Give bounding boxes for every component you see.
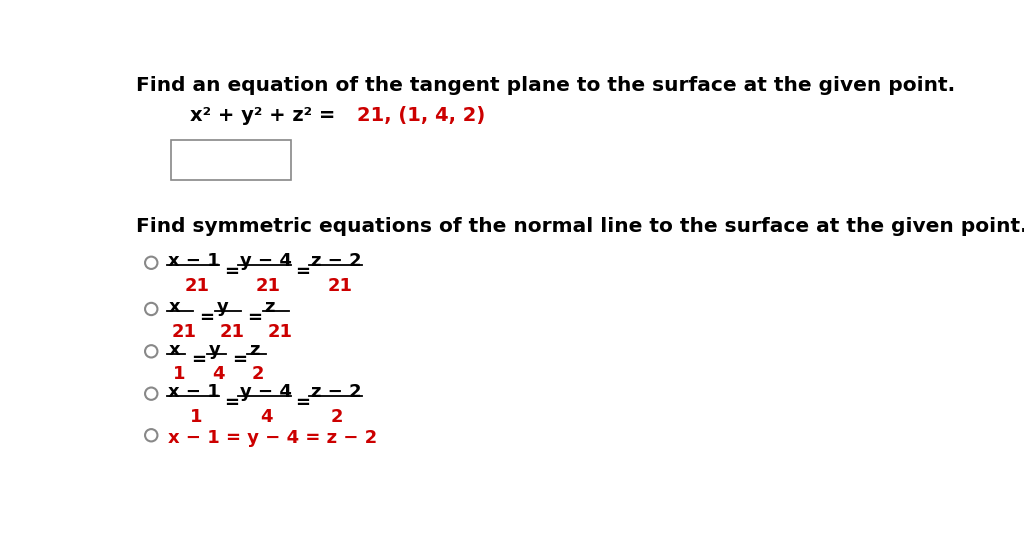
Text: x − 1 = y − 4 = z − 2: x − 1 = y − 4 = z − 2 <box>168 429 378 447</box>
Text: z − 2: z − 2 <box>311 252 361 270</box>
Text: 21, (1, 4, 2): 21, (1, 4, 2) <box>356 106 485 125</box>
Text: 21: 21 <box>256 277 281 295</box>
Text: 1: 1 <box>190 408 203 426</box>
Text: y − 4: y − 4 <box>240 383 292 401</box>
Text: y: y <box>216 298 228 316</box>
Bar <box>171 141 291 180</box>
Text: Find an equation of the tangent plane to the surface at the given point.: Find an equation of the tangent plane to… <box>136 76 954 95</box>
Text: y − 4: y − 4 <box>240 252 292 270</box>
Text: 2: 2 <box>252 365 264 383</box>
Text: z: z <box>249 340 259 358</box>
Text: =: = <box>224 394 239 412</box>
Text: 4: 4 <box>212 365 224 383</box>
Text: x² + y² + z² =: x² + y² + z² = <box>190 106 342 125</box>
Text: y: y <box>209 340 220 358</box>
Text: z − 2: z − 2 <box>311 383 361 401</box>
Text: =: = <box>200 309 214 327</box>
Text: x: x <box>168 340 180 358</box>
Text: 21: 21 <box>267 323 293 341</box>
Text: 21: 21 <box>328 277 352 295</box>
Text: =: = <box>224 263 239 281</box>
Text: =: = <box>248 309 262 327</box>
Text: 1: 1 <box>173 365 185 383</box>
Text: 2: 2 <box>331 408 343 426</box>
Text: x − 1: x − 1 <box>168 252 220 270</box>
Text: 21: 21 <box>184 277 210 295</box>
Text: 21: 21 <box>219 323 245 341</box>
Text: x − 1: x − 1 <box>168 383 220 401</box>
Text: =: = <box>191 351 207 370</box>
Text: =: = <box>231 351 247 370</box>
Text: x: x <box>168 298 180 316</box>
Text: z: z <box>264 298 274 316</box>
Text: 21: 21 <box>171 323 197 341</box>
Text: Find symmetric equations of the normal line to the surface at the given point.: Find symmetric equations of the normal l… <box>136 217 1024 236</box>
Text: 4: 4 <box>260 408 272 426</box>
Text: =: = <box>295 263 310 281</box>
Text: =: = <box>295 394 310 412</box>
